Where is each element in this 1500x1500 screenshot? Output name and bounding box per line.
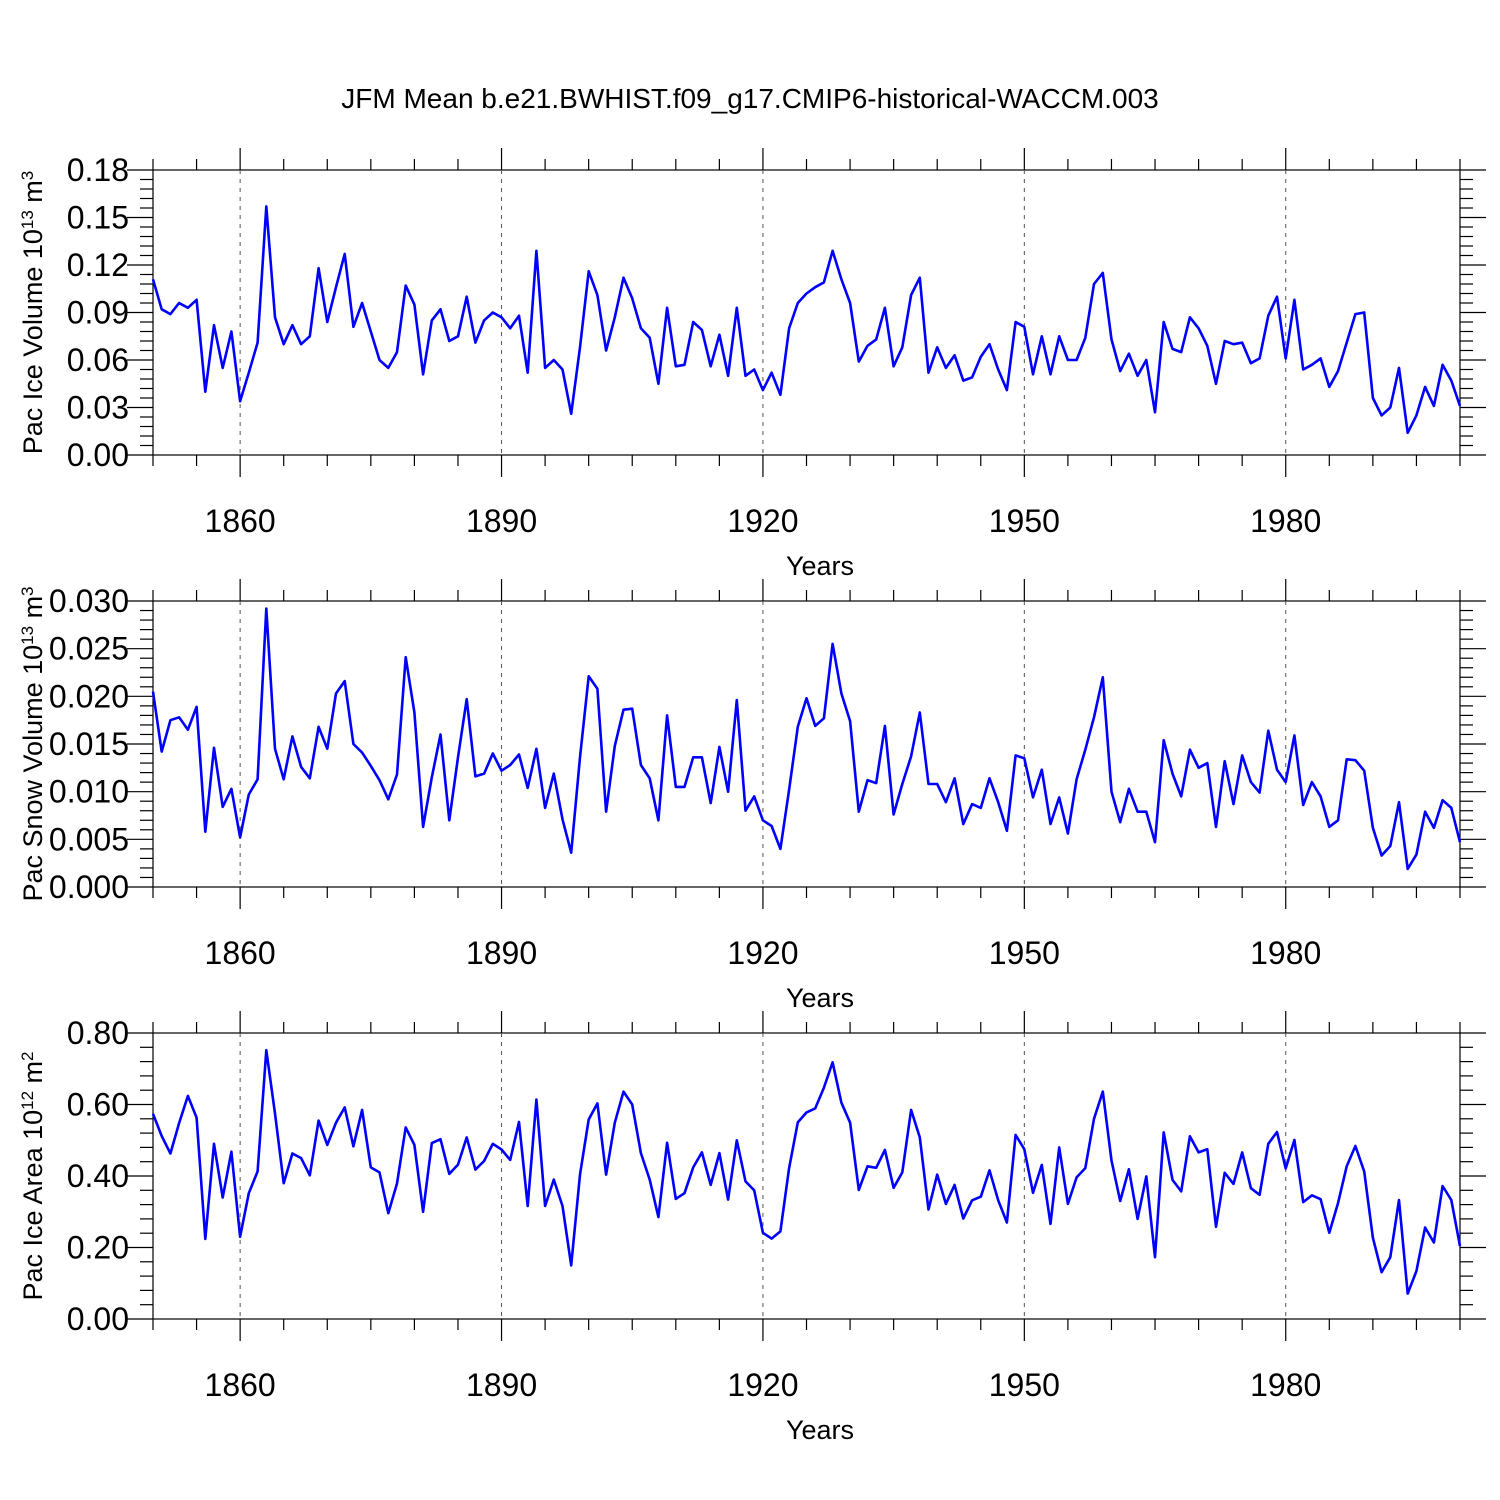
axis-ticks: [127, 1011, 1486, 1341]
y-axis-label-unit-exponent: 3: [18, 171, 37, 180]
y-tick-label: 0.015: [49, 726, 129, 762]
y-axis-label-exponent: 13: [18, 626, 37, 645]
x-gridlines: [239, 601, 1287, 887]
x-gridlines: [239, 170, 1287, 455]
x-tick-label: 1860: [205, 935, 276, 971]
y-axis-label-unit: m: [18, 1061, 48, 1091]
y-tick-label: 0.15: [67, 200, 129, 236]
x-axis-label: Years: [786, 983, 854, 1013]
y-tick-label: 0.030: [49, 583, 129, 619]
x-axis-label: Years: [786, 1415, 854, 1445]
y-axis-label-unit: m: [18, 180, 48, 210]
figure-title: JFM Mean b.e21.BWHIST.f09_g17.CMIP6-hist…: [341, 83, 1158, 114]
x-tick-label: 1980: [1250, 935, 1321, 971]
x-tick-label: 1950: [989, 1367, 1060, 1403]
chart-panel-ice-area: 0.00 0.20 0.40 0.60 0.80 1860 1890 1920 1950 198…: [18, 1011, 1486, 1445]
y-tick-label: 0.60: [67, 1087, 129, 1123]
series-line-snow-volume: [151, 607, 1462, 871]
x-tick-label: 1980: [1250, 1367, 1321, 1403]
y-tick-label: 0.00: [67, 437, 129, 473]
y-axis-label-text: Pac Ice Area 10: [18, 1110, 48, 1301]
y-tick-label: 0.000: [49, 869, 129, 905]
y-axis-label-unit-exponent: 3: [18, 586, 37, 595]
x-tick-label: 1920: [727, 503, 798, 539]
axis-ticks: [127, 148, 1486, 477]
x-tick-labels: 1860 1890 1920 1950 1980: [205, 935, 1322, 971]
series-line-ice-area: [151, 1048, 1462, 1295]
axis-ticks: [127, 579, 1486, 909]
y-axis-label-unit-exponent: 2: [18, 1051, 37, 1060]
plot-frame: [152, 600, 1461, 888]
x-tick-label: 1890: [466, 503, 537, 539]
y-axis-label-unit: m: [18, 596, 48, 626]
y-axis-label-text: Pac Snow Volume 10: [18, 645, 48, 902]
y-axis-label-exponent: 12: [18, 1091, 37, 1110]
x-tick-label: 1920: [727, 935, 798, 971]
y-tick-label: 0.09: [67, 295, 129, 331]
x-tick-label: 1860: [205, 1367, 276, 1403]
y-tick-label: 0.20: [67, 1230, 129, 1266]
y-axis-label-text: Pac Ice Volume 10: [18, 229, 48, 454]
x-tick-label: 1950: [989, 935, 1060, 971]
y-tick-label: 0.020: [49, 678, 129, 714]
y-tick-label: 0.03: [67, 390, 129, 426]
y-tick-label: 0.06: [67, 342, 129, 378]
x-tick-label: 1950: [989, 503, 1060, 539]
x-tick-labels: 1860 1890 1920 1950 1980: [205, 503, 1322, 539]
x-axis-label: Years: [786, 551, 854, 581]
x-tick-label: 1890: [466, 1367, 537, 1403]
y-axis-label: Pac Ice Area 1012 m2: [18, 1051, 49, 1300]
x-tick-label: 1890: [466, 935, 537, 971]
y-tick-labels: 0.000 0.005 0.010 0.015 0.020 0.025 0.030: [49, 583, 129, 905]
y-tick-labels: 0.00 0.03 0.06 0.09 0.12 0.15 0.18: [67, 152, 129, 473]
y-tick-label: 0.025: [49, 631, 129, 667]
y-tick-label: 0.18: [67, 152, 129, 188]
chart-panel-ice-volume: 0.00 0.03 0.06 0.09 0.12 0.15 0.18 1860 1890 192…: [18, 148, 1486, 581]
y-axis-label: Pac Ice Volume 1013 m3: [18, 171, 49, 455]
x-tick-label: 1920: [727, 1367, 798, 1403]
chart-panel-snow-volume: 0.000 0.005 0.010 0.015 0.020 0.025 0.030 1860…: [18, 579, 1486, 1013]
y-tick-label: 0.005: [49, 821, 129, 857]
y-tick-label: 0.12: [67, 247, 129, 283]
x-gridlines: [239, 1033, 1287, 1319]
x-tick-label: 1860: [205, 503, 276, 539]
x-tick-labels: 1860 1890 1920 1950 1980: [205, 1367, 1322, 1403]
series-line-ice-volume: [151, 205, 1462, 435]
y-axis-label-exponent: 13: [18, 210, 37, 229]
plot-frame: [152, 169, 1461, 456]
y-tick-label: 0.010: [49, 774, 129, 810]
y-tick-label: 0.00: [67, 1301, 129, 1337]
x-tick-label: 1980: [1250, 503, 1321, 539]
y-tick-label: 0.40: [67, 1158, 129, 1194]
y-axis-label: Pac Snow Volume 1013 m3: [18, 586, 49, 901]
y-tick-labels: 0.00 0.20 0.40 0.60 0.80: [67, 1015, 129, 1337]
y-tick-label: 0.80: [67, 1015, 129, 1051]
